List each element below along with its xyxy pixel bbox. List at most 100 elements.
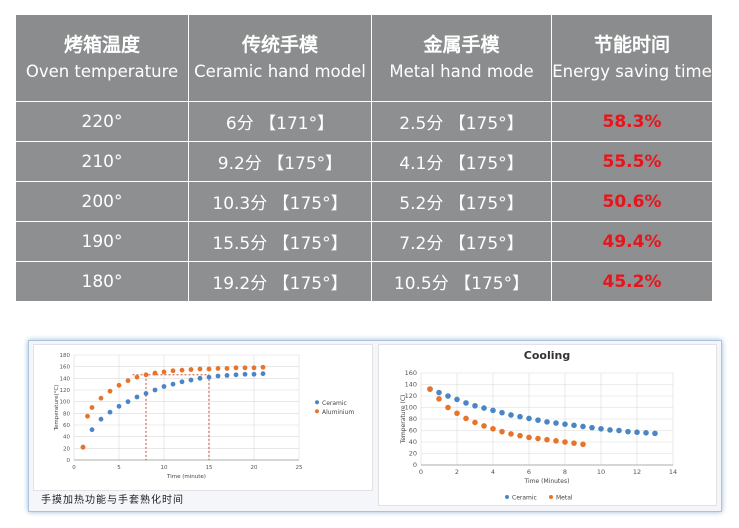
data-point: [233, 365, 239, 371]
data-point: [553, 438, 559, 444]
data-point: [481, 405, 487, 411]
data-point: [251, 365, 257, 371]
data-point: [562, 421, 568, 427]
cell-temp: 220°: [15, 101, 189, 142]
x-tick-label: 8: [563, 468, 567, 476]
x-tick-label: 0: [419, 468, 423, 476]
data-point: [571, 440, 577, 446]
data-point: [490, 425, 496, 432]
data-point: [170, 381, 176, 387]
y-tick-label: 160: [405, 369, 417, 377]
data-point: [85, 413, 90, 419]
x-tick-label: 6: [527, 468, 531, 476]
header-metal-hand-mode: 金属手模 Metal hand mode: [371, 14, 552, 102]
chart-caption: 手摸加热功能与手套熟化时间: [41, 495, 184, 506]
cell-saving: 45.2%: [551, 261, 713, 302]
data-point: [134, 394, 140, 400]
data-point: [499, 409, 505, 416]
header-ceramic-hand-model: 传统手模 Ceramic hand model: [188, 14, 372, 102]
data-point: [472, 402, 478, 409]
data-point: [179, 367, 185, 373]
header-energy-saving-time: 节能时间 Energy saving time: [551, 14, 713, 102]
data-point: [260, 364, 266, 370]
data-point: [206, 366, 212, 372]
x-tick-label: 2: [455, 468, 459, 476]
cell-metal: 7.2分 【175°】: [371, 221, 552, 262]
data-point: [215, 366, 221, 371]
y-tick-label: 180: [60, 353, 71, 359]
cell-ceramic: 9.2分 【175°】: [188, 141, 372, 182]
cell-ceramic: 19.2分 【175°】: [188, 261, 372, 302]
data-point: [161, 369, 167, 375]
data-point: [463, 400, 469, 406]
x-axis-label: Time (Minutes): [524, 478, 570, 485]
data-point: [116, 403, 122, 409]
cell-ceramic: 15.5分 【175°】: [188, 221, 372, 262]
y-tick-label: 80: [409, 415, 417, 423]
data-point: [107, 388, 113, 394]
data-point: [508, 431, 514, 437]
legend-marker: [549, 495, 553, 499]
data-point: [562, 439, 568, 445]
table-row: 190° 15.5分 【175°】 7.2分 【175°】 49.4%: [15, 221, 713, 262]
y-axis-label: Temperature (C): [400, 395, 407, 445]
cell-metal: 5.2分 【175°】: [371, 181, 552, 222]
cell-saving: 55.5%: [551, 141, 713, 182]
y-tick-label: 100: [60, 400, 71, 406]
data-point: [152, 387, 158, 393]
legend-label: Metal: [556, 495, 573, 502]
data-point: [116, 382, 122, 388]
data-point: [224, 373, 230, 378]
cell-saving: 50.6%: [551, 181, 713, 222]
legend-label: Ceramic: [322, 400, 347, 407]
legend-label: Ceramic: [512, 495, 537, 502]
data-point: [580, 441, 586, 448]
data-point: [589, 424, 595, 431]
data-point: [535, 417, 541, 423]
cooling-chart: Cooling 0 20 40 60 80 100 120 140 160 0 2 4 6 8 10 12 14 T…: [378, 344, 717, 506]
data-point: [454, 396, 460, 403]
data-point: [544, 419, 550, 425]
y-tick-label: 80: [63, 411, 70, 417]
data-point: [215, 373, 221, 379]
data-point: [436, 396, 442, 402]
data-point: [427, 386, 433, 392]
charts-panel: 0 20 40 60 80 100 120 140 160 180 0 5 10 15 20 25 Time (…: [28, 340, 722, 512]
data-point: [535, 435, 541, 442]
cell-ceramic: 6分 【171°】: [188, 101, 372, 142]
data-point: [143, 391, 149, 396]
x-tick-label: 14: [669, 468, 677, 476]
data-point: [472, 419, 478, 426]
data-point: [242, 365, 248, 371]
data-point: [152, 370, 158, 376]
y-tick-label: 0: [67, 458, 71, 464]
header-row: 烤箱温度 Oven temperature 传统手模 Ceramic hand mo…: [15, 14, 713, 102]
data-point: [197, 366, 203, 372]
data-point: [544, 436, 550, 443]
data-point: [526, 415, 532, 422]
data-point: [553, 420, 559, 426]
data-point: [251, 371, 257, 377]
data-point: [242, 371, 248, 377]
data-point: [436, 389, 442, 396]
x-tick-label: 15: [206, 465, 213, 471]
comparison-table: 烤箱温度 Oven temperature 传统手模 Ceramic hand mo…: [15, 14, 713, 302]
data-point: [580, 423, 586, 430]
x-tick-label: 10: [597, 468, 605, 476]
data-point: [161, 384, 167, 389]
x-tick-label: 25: [296, 465, 303, 471]
y-tick-label: 20: [409, 450, 417, 458]
data-point: [499, 428, 505, 435]
table-row: 180° 19.2分 【175°】 10.5分 【175°】 45.2%: [15, 261, 713, 302]
y-tick-label: 0: [413, 461, 417, 469]
table-row: 220° 6分 【171°】 2.5分 【175°】 58.3%: [15, 101, 713, 142]
data-point: [508, 412, 514, 418]
y-tick-label: 140: [60, 376, 71, 382]
x-tick-label: 0: [72, 465, 76, 471]
data-point: [607, 427, 613, 433]
data-point: [89, 405, 95, 410]
data-point: [260, 371, 266, 377]
header-oven-temperature: 烤箱温度 Oven temperature: [15, 14, 189, 102]
data-point: [517, 432, 523, 439]
cell-temp: 200°: [15, 181, 189, 222]
